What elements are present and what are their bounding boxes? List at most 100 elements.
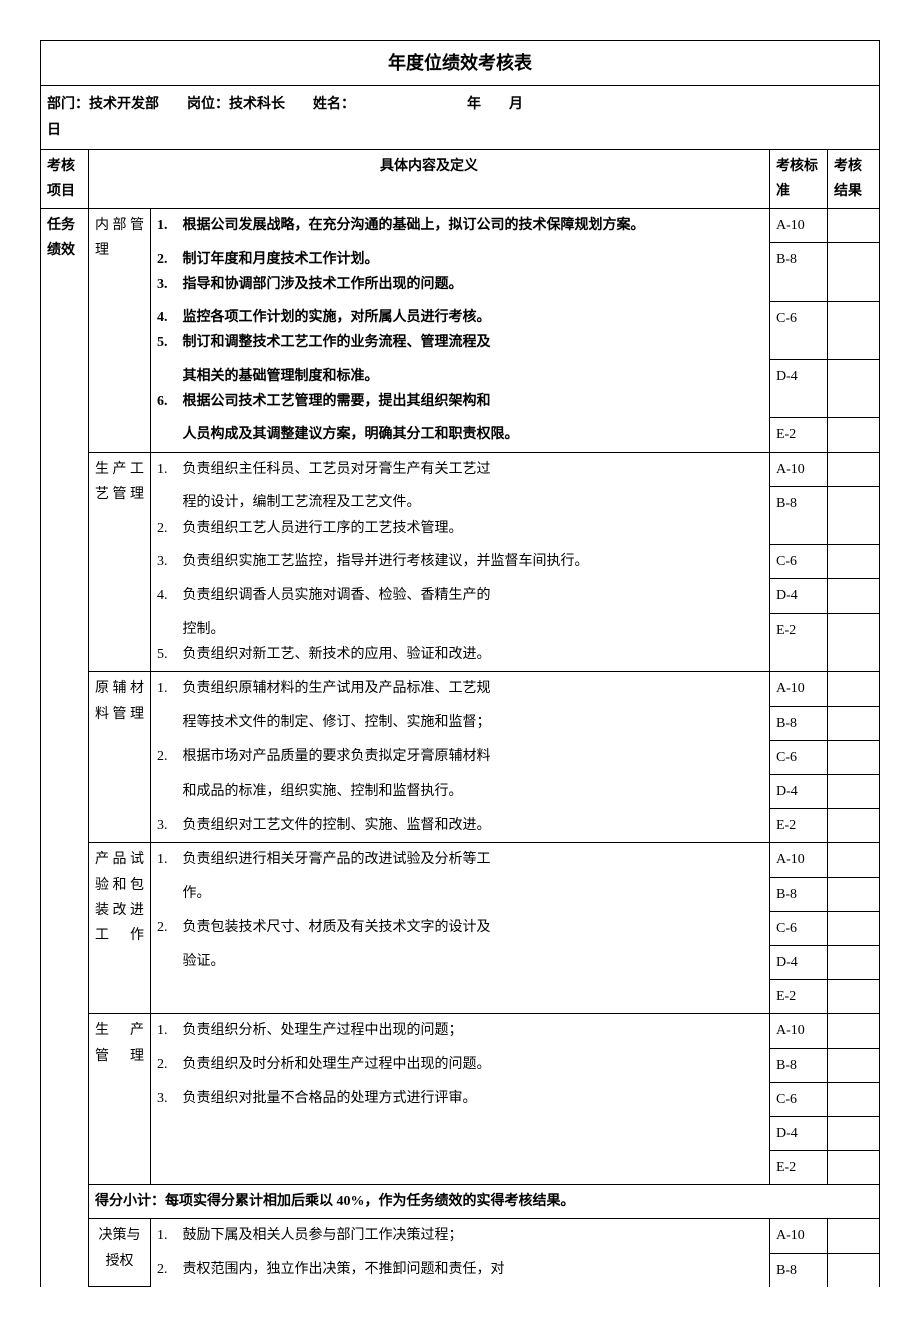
item-num: 4. 5.: [151, 301, 179, 359]
item-desc: 根据市场对产品质量的要求负责拟定牙膏原辅材料: [179, 740, 770, 774]
result-cell[interactable]: [828, 843, 880, 877]
std-cell: B-8: [770, 1253, 828, 1287]
cat-blank: [41, 672, 89, 843]
std-cell: C-6: [770, 911, 828, 945]
cat-task: 任务绩效: [41, 209, 89, 453]
item-num: [151, 706, 179, 740]
result-cell[interactable]: [828, 1151, 880, 1185]
item-num: 1.: [151, 452, 179, 486]
header-standard: 考核标准: [770, 149, 828, 208]
item-desc: 制订年度和月度技术工作计划。 指导和协调部门涉及技术工作所出现的问题。: [179, 243, 770, 301]
table-title: 年度位绩效考核表: [41, 41, 880, 86]
item-num: 6.: [151, 360, 179, 418]
result-cell[interactable]: [828, 1219, 880, 1253]
std-cell: E-2: [770, 613, 828, 672]
std-cell: D-4: [770, 579, 828, 613]
std-cell: C-6: [770, 740, 828, 774]
item-num: [151, 418, 179, 452]
item-desc: 监控各项工作计划的实施，对所属人员进行考核。 制订和调整技术工艺工作的业务流程、…: [179, 301, 770, 359]
item-desc: 负责组织进行相关牙膏产品的改进试验及分析等工: [179, 843, 770, 877]
result-cell[interactable]: [828, 1082, 880, 1116]
result-cell[interactable]: [828, 706, 880, 740]
item-num: [151, 1151, 179, 1185]
item-num: [151, 980, 179, 1014]
item-desc: 负责组织调香人员实施对调香、检验、香精生产的: [179, 579, 770, 613]
header-content: 具体内容及定义: [89, 149, 770, 208]
sub-internal: 内 部 管 理: [89, 209, 151, 453]
item-desc: 验证。: [179, 945, 770, 979]
std-cell: C-6: [770, 545, 828, 579]
header-category: 考核项目: [41, 149, 89, 208]
cat-blank: [41, 452, 89, 672]
header-result: 考核结果: [828, 149, 880, 208]
item-desc: 控制。 负责组织对新工艺、新技术的应用、验证和改进。: [179, 613, 770, 672]
std-cell: E-2: [770, 418, 828, 452]
item-desc: 负责组织分析、处理生产过程中出现的问题；: [179, 1014, 770, 1048]
item-desc: 和成品的标准，组织实施、控制和监督执行。: [179, 775, 770, 809]
result-cell[interactable]: [828, 911, 880, 945]
std-cell: A-10: [770, 1014, 828, 1048]
result-cell[interactable]: [828, 360, 880, 418]
item-num: 2.: [151, 1253, 179, 1287]
result-cell[interactable]: [828, 980, 880, 1014]
post-label: 岗位：: [187, 97, 229, 112]
std-cell: E-2: [770, 809, 828, 843]
result-cell[interactable]: [828, 945, 880, 979]
result-cell[interactable]: [828, 301, 880, 359]
item-desc: 根据公司发展战略，在充分沟通的基础上，拟订公司的技术保障规划方案。: [179, 209, 770, 243]
item-desc: 责权范围内，独立作出决策，不推卸问题和责任，对: [179, 1253, 770, 1287]
item-num: 2.: [151, 740, 179, 774]
item-desc: [179, 980, 770, 1014]
result-cell[interactable]: [828, 877, 880, 911]
result-cell[interactable]: [828, 672, 880, 706]
result-cell[interactable]: [828, 243, 880, 301]
item-num: 1.: [151, 672, 179, 706]
item-desc: [179, 1151, 770, 1185]
item-num: [151, 945, 179, 979]
std-cell: A-10: [770, 209, 828, 243]
std-cell: E-2: [770, 1151, 828, 1185]
result-cell[interactable]: [828, 452, 880, 486]
sub-product: 产 品 试 验 和 包 装 改 进 工作: [89, 843, 151, 1014]
result-cell[interactable]: [828, 1048, 880, 1082]
item-num: 5.: [151, 613, 179, 672]
result-cell[interactable]: [828, 613, 880, 672]
post-value: 技术科长: [229, 97, 285, 112]
item-num: 1.: [151, 1219, 179, 1253]
std-cell: B-8: [770, 1048, 828, 1082]
sub-prodmgmt: 生产管理: [89, 1014, 151, 1185]
item-num: 3.: [151, 1082, 179, 1116]
result-cell[interactable]: [828, 1116, 880, 1150]
result-cell[interactable]: [828, 418, 880, 452]
item-num: 1.: [151, 209, 179, 243]
std-cell: B-8: [770, 877, 828, 911]
result-cell[interactable]: [828, 486, 880, 544]
cat-blank: [41, 843, 89, 1014]
item-num: [151, 1116, 179, 1150]
result-cell[interactable]: [828, 1253, 880, 1287]
std-cell: D-4: [770, 775, 828, 809]
item-num: 2.: [151, 911, 179, 945]
item-desc: 负责组织原辅材料的生产试用及产品标准、工艺规: [179, 672, 770, 706]
item-desc: 负责组织及时分析和处理生产过程中出现的问题。: [179, 1048, 770, 1082]
item-num: 2.: [151, 1048, 179, 1082]
item-num: 1.: [151, 843, 179, 877]
subtotal-text: 得分小计：每项实得分累计相加后乘以 40%，作为任务绩效的实得考核结果。: [89, 1185, 880, 1219]
item-desc: 其相关的基础管理制度和标准。 根据公司技术工艺管理的需要，提出其组织架构和: [179, 360, 770, 418]
std-cell: C-6: [770, 1082, 828, 1116]
result-cell[interactable]: [828, 579, 880, 613]
item-desc: [179, 1116, 770, 1150]
sub-material: 原 辅 材 料管理: [89, 672, 151, 843]
result-cell[interactable]: [828, 1014, 880, 1048]
result-cell[interactable]: [828, 809, 880, 843]
item-num: 4.: [151, 579, 179, 613]
result-cell[interactable]: [828, 209, 880, 243]
year-label: 年: [467, 97, 481, 112]
result-cell[interactable]: [828, 740, 880, 774]
result-cell[interactable]: [828, 545, 880, 579]
item-desc: 程等技术文件的制定、修订、控制、实施和监督；: [179, 706, 770, 740]
std-cell: B-8: [770, 243, 828, 301]
result-cell[interactable]: [828, 775, 880, 809]
std-cell: E-2: [770, 980, 828, 1014]
std-cell: D-4: [770, 360, 828, 418]
